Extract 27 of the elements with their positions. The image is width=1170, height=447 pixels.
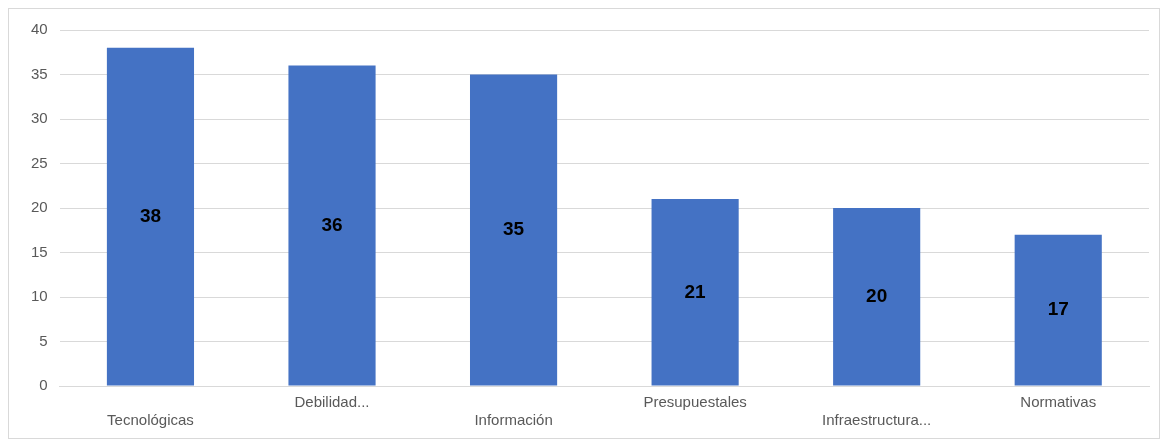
bar bbox=[288, 65, 376, 386]
data-label: 20 bbox=[866, 284, 888, 306]
bar bbox=[469, 74, 558, 386]
data-label: 36 bbox=[321, 213, 343, 235]
bar bbox=[1014, 234, 1102, 386]
data-label: 17 bbox=[1047, 298, 1069, 320]
y-tick-label: 20 bbox=[31, 198, 48, 216]
x-tick-label: Tecnológicas bbox=[107, 411, 194, 429]
y-tick-label: 0 bbox=[39, 376, 48, 394]
y-tick-label: 5 bbox=[39, 331, 48, 349]
y-tick-label: 30 bbox=[31, 109, 48, 127]
data-label: 21 bbox=[684, 280, 707, 302]
x-tick-label: Información bbox=[474, 411, 553, 429]
data-label: 35 bbox=[503, 218, 525, 240]
data-label: 38 bbox=[139, 204, 162, 226]
x-tick-label: Presupuestales bbox=[643, 393, 747, 411]
x-tick-label: Infraestructura... bbox=[822, 411, 932, 429]
x-tick-label: Normativas bbox=[1020, 393, 1097, 411]
y-tick-label: 40 bbox=[31, 20, 48, 38]
bar bbox=[106, 47, 195, 386]
bar bbox=[651, 199, 739, 386]
y-tick-label: 35 bbox=[31, 64, 48, 82]
x-tick-label: Debilidad... bbox=[294, 393, 370, 411]
y-tick-label: 25 bbox=[31, 153, 48, 171]
y-tick-label: 10 bbox=[31, 287, 48, 305]
bar bbox=[833, 208, 921, 386]
y-tick-label: 15 bbox=[31, 242, 48, 260]
